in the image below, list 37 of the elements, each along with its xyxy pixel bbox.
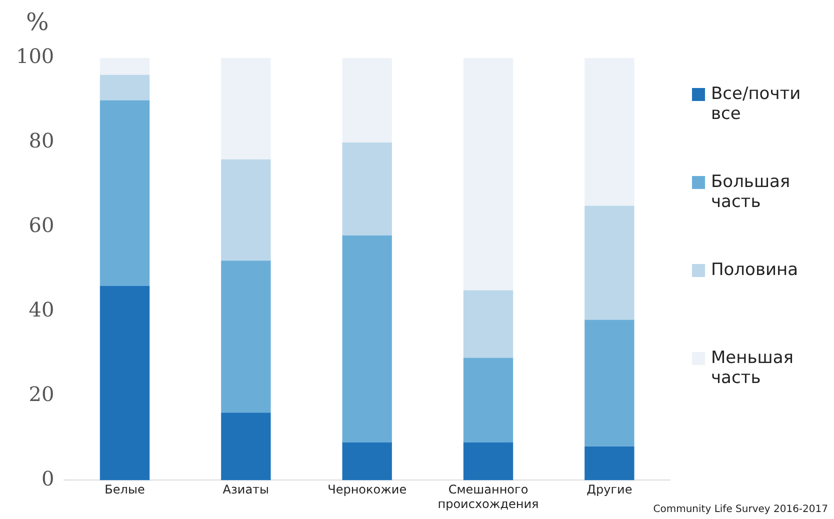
bar <box>100 74 150 100</box>
y-tick-label: 100 <box>16 44 54 68</box>
y-axis-title: % <box>26 8 49 36</box>
bar <box>584 206 634 320</box>
bar <box>463 442 514 480</box>
x-tick-label: Белые <box>104 482 145 497</box>
legend-label: Все/почти все <box>711 84 802 124</box>
legend-label: Меньшая часть <box>711 348 794 388</box>
y-tick-label: 80 <box>28 128 54 153</box>
y-tick-label: 20 <box>28 382 54 406</box>
bar <box>463 290 514 358</box>
text: Community Life Survey 2016-2017 <box>653 504 828 515</box>
bar <box>221 260 271 413</box>
bar <box>342 58 392 142</box>
y-tick-label: 0 <box>41 466 54 490</box>
bar <box>584 320 634 446</box>
bar <box>342 235 392 442</box>
x-tick-label: Другие <box>586 482 632 497</box>
bar <box>584 446 634 480</box>
bar <box>584 58 634 206</box>
bar <box>463 358 514 442</box>
legend-label: Половина <box>711 260 798 280</box>
x-tick-label: Чернокожие <box>328 482 407 497</box>
bar <box>342 442 392 480</box>
bar <box>100 58 150 75</box>
bar <box>221 159 271 261</box>
bar <box>221 58 271 160</box>
bar <box>221 412 271 480</box>
bar <box>100 100 150 286</box>
x-tick-label: Смешанного происхождения <box>438 482 539 511</box>
y-tick-label: 60 <box>28 213 54 238</box>
bar <box>100 286 150 480</box>
legend-label: Большая часть <box>711 172 792 212</box>
x-tick-label: Азиаты <box>222 482 270 497</box>
bar <box>342 142 392 236</box>
bar <box>463 58 514 290</box>
y-tick-label: 40 <box>28 298 54 322</box>
